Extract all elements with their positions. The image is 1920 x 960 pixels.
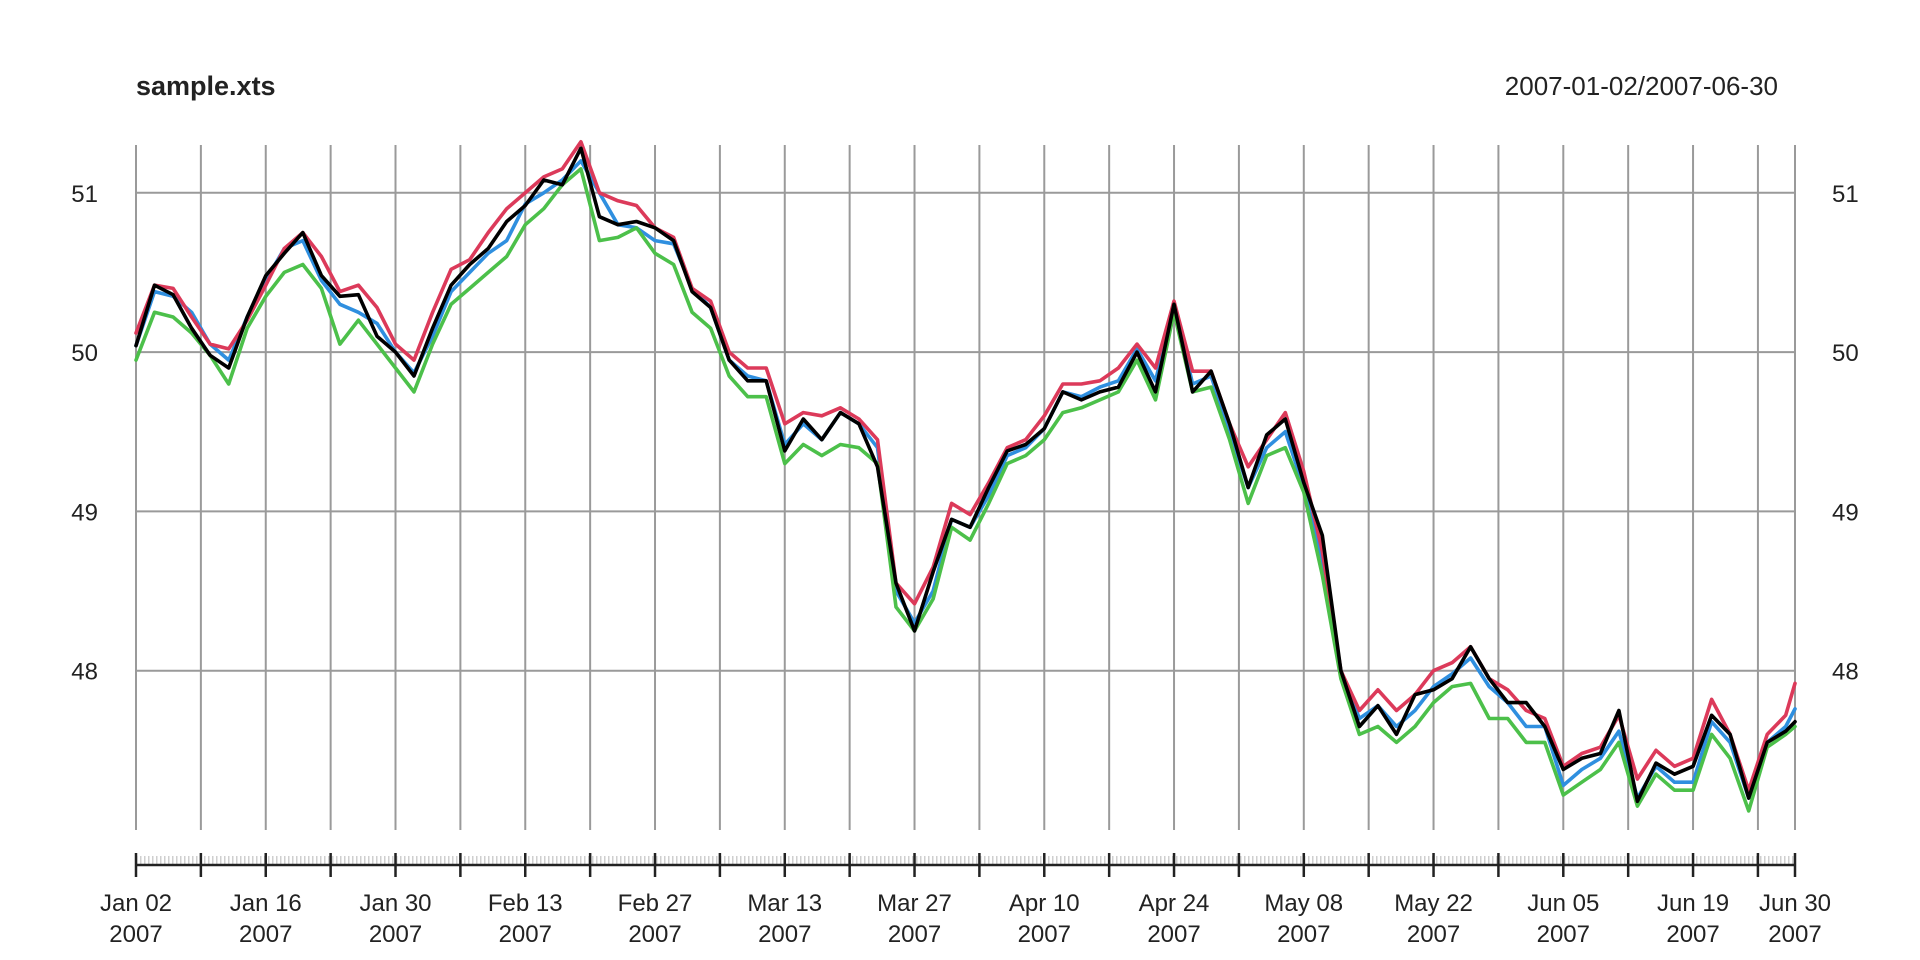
x-tick-label-date: Jan 30 (359, 890, 431, 917)
x-tick-label-date: Mar 13 (747, 890, 822, 917)
x-tick-label-year: 2007 (1407, 921, 1460, 948)
series-line-4 (134, 146, 1797, 804)
x-tick-label-date: Feb 27 (618, 890, 693, 917)
y-tick-label-left: 51 (71, 181, 98, 208)
x-tick-label-year: 2007 (239, 921, 292, 948)
series-line-3 (134, 167, 1797, 813)
x-tick-label-date: Jun 30 (1759, 890, 1831, 917)
x-tick-label-date: Jan 02 (100, 890, 172, 917)
y-tick-label-right: 49 (1832, 499, 1859, 526)
x-axis: Jan 02 2007 Jan 16 2007 Jan 30 2007 Feb 13 2007… (100, 853, 1831, 948)
series-line-2 (134, 140, 1797, 793)
x-tick-label-year: 2007 (369, 921, 422, 948)
x-tick-label-date: May 08 (1264, 890, 1343, 917)
x-tick-label-year: 2007 (109, 921, 162, 948)
x-tick-label-year: 2007 (1147, 921, 1200, 948)
x-tick-label-year: 2007 (628, 921, 681, 948)
x-tick-label-date: Apr 24 (1139, 890, 1210, 917)
series-line-1 (134, 159, 1797, 800)
y-axis-tick-labels: 48 48 49 49 50 50 51 51 (71, 181, 1858, 686)
x-tick-label-year: 2007 (758, 921, 811, 948)
y-tick-label-right: 48 (1832, 659, 1859, 686)
x-tick-label-date: May 22 (1394, 890, 1473, 917)
series-lines (134, 140, 1797, 813)
y-tick-label-left: 48 (71, 659, 98, 686)
x-tick-label-year: 2007 (1018, 921, 1071, 948)
x-tick-label-date: Mar 27 (877, 890, 952, 917)
x-tick-label-date: Jun 19 (1657, 890, 1729, 917)
grid (135, 145, 1796, 830)
x-tick-label-year: 2007 (1666, 921, 1719, 948)
x-tick-label-date: Feb 13 (488, 890, 563, 917)
x-tick-label-year: 2007 (1537, 921, 1590, 948)
x-tick-label-date: Apr 10 (1009, 890, 1080, 917)
y-tick-label-right: 50 (1832, 340, 1859, 367)
y-tick-label-left: 49 (71, 499, 98, 526)
x-tick-label-year: 2007 (1277, 921, 1330, 948)
x-tick-label-year: 2007 (1768, 921, 1821, 948)
date-range-label: 2007-01-02/2007-06-30 (1505, 71, 1778, 101)
y-tick-label-right: 51 (1832, 181, 1859, 208)
x-tick-label-date: Jun 05 (1527, 890, 1599, 917)
chart-title: sample.xts (136, 71, 276, 101)
x-tick-label-year: 2007 (888, 921, 941, 948)
x-tick-label-date: Jan 16 (230, 890, 302, 917)
y-tick-label-left: 50 (71, 340, 98, 367)
x-tick-label-year: 2007 (499, 921, 552, 948)
